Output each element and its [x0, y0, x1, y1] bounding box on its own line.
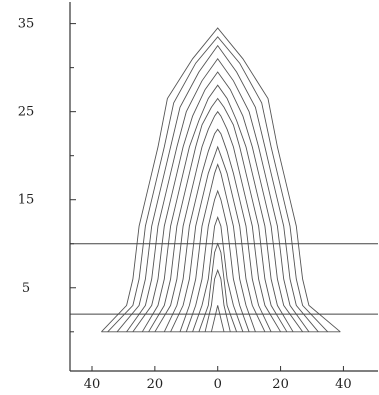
contour-line-14 [116, 44, 319, 333]
contour-line-10 [148, 97, 288, 333]
x-tick-label-4: 40 [335, 377, 352, 392]
y-tick-label-15: 15 [18, 193, 35, 208]
x-ticks: 40 20 0 20 40 [84, 366, 352, 392]
contour-line-13 [126, 58, 310, 333]
y-tick-label-5: 5 [22, 281, 30, 296]
x-tick-label-0: 40 [84, 377, 101, 392]
contour-line-11 [141, 84, 294, 333]
contour-lines [101, 27, 341, 333]
y-ticks: 5 15 25 35 [18, 17, 76, 333]
y-tick-label-25: 25 [18, 105, 35, 120]
x-tick-label-2: 0 [214, 377, 222, 392]
contour-line-1 [210, 305, 225, 332]
contour-line-9 [154, 110, 281, 333]
contour-line-7 [170, 145, 266, 332]
y-tick-label-35: 35 [18, 17, 35, 32]
x-tick-label-1: 20 [147, 377, 164, 392]
x-tick-label-3: 20 [272, 377, 289, 392]
contour-line-8 [163, 128, 272, 332]
contour-line-5 [185, 189, 250, 332]
contour-line-2 [204, 268, 231, 332]
contour-line-15 [107, 36, 329, 333]
contour-line-4 [192, 215, 244, 332]
contour-line-12 [132, 71, 303, 333]
reference-lines [70, 243, 378, 315]
contour-line-6 [179, 163, 256, 332]
